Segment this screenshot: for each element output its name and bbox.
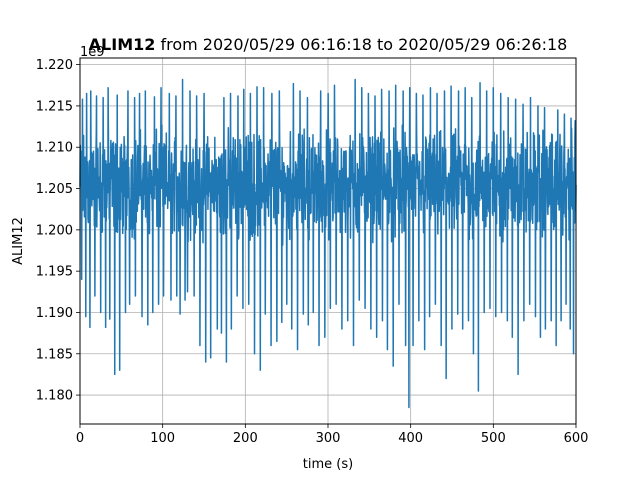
y-tick-label: 1.205 [36, 182, 73, 197]
x-tick-label: 200 [233, 431, 258, 446]
chart-title-bold: ALIM12 [89, 35, 156, 54]
x-axis: 0 100 200 300 400 500 600 [76, 424, 589, 446]
x-tick-label: 400 [398, 431, 423, 446]
x-tick-label: 300 [316, 431, 341, 446]
x-axis-label: time (s) [303, 457, 353, 472]
chart-title-rest: from 2020/05/29 06:16:18 to 2020/05/29 0… [155, 35, 567, 54]
y-tick-label: 1.220 [36, 58, 73, 73]
series-line [79, 78, 577, 409]
chart-title: ALIM12 from 2020/05/29 06:16:18 to 2020/… [89, 35, 568, 54]
y-tick-label: 1.180 [36, 389, 73, 404]
x-tick-label: 600 [564, 431, 589, 446]
x-tick-label: 500 [481, 431, 506, 446]
y-axis-label: ALIM12 [11, 217, 26, 265]
y-tick-label: 1.195 [36, 265, 73, 280]
y-tick-label: 1.190 [36, 306, 73, 321]
y-tick-label: 1.215 [36, 99, 73, 114]
series-layer [79, 78, 577, 409]
y-tick-label: 1.200 [36, 223, 73, 238]
x-tick-label: 100 [150, 431, 175, 446]
y-offset-text: 1e9 [80, 45, 105, 60]
y-axis: 1.180 1.185 1.190 1.195 1.200 1.205 1.210 1.215… [36, 58, 80, 404]
y-tick-label: 1.210 [36, 141, 73, 156]
x-tick-label: 0 [76, 431, 84, 446]
y-tick-label: 1.185 [36, 347, 73, 362]
